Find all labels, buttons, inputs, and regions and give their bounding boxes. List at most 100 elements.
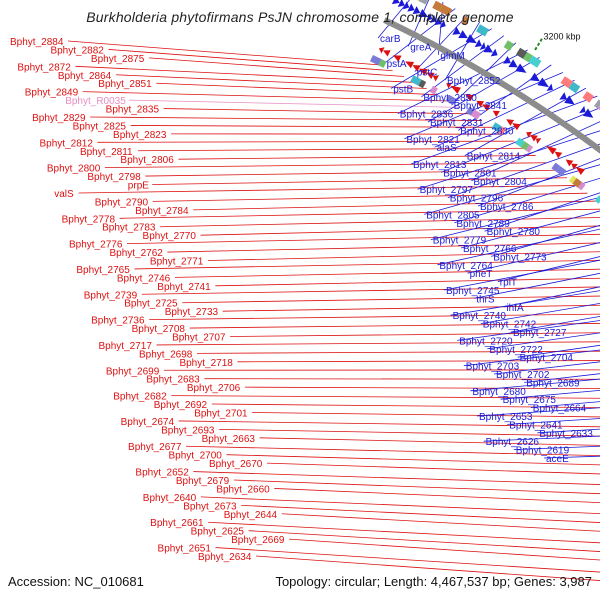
left-label-connector <box>244 386 600 390</box>
genome-backbone <box>383 17 600 154</box>
right-label-connector <box>510 315 600 333</box>
left-gene-label: Bphyt_2849 <box>25 88 79 99</box>
left-gene-label: Bphyt_2864 <box>58 71 112 82</box>
left-gene-label: Bphyt_2812 <box>40 138 94 149</box>
left-label-connector <box>200 496 600 515</box>
right-gene-label: Bphyt_2626 <box>486 437 540 448</box>
reverse-cog-block <box>572 178 583 188</box>
left-label-connector <box>156 341 600 346</box>
left-gene-label: Bphyt_2851 <box>98 79 152 90</box>
reverse-cds-arrow <box>412 65 421 72</box>
right-gene-label: Bphyt_2703 <box>466 362 520 373</box>
kbp-tick-label: 3200 kbp <box>544 31 581 41</box>
reverse-cds-arrow <box>535 138 542 144</box>
right-gene-label: Bphyt_2836 <box>400 110 454 121</box>
right-gene-label: Bphyt_2619 <box>516 446 570 457</box>
forward-cds-arrow <box>430 15 437 24</box>
forward-cog-block <box>565 79 574 89</box>
right-gene-label: carB <box>380 34 401 45</box>
forward-cog-block <box>597 105 600 111</box>
right-gene-label: Bphyt_2841 <box>454 101 508 112</box>
reverse-cog-block <box>470 109 482 120</box>
forward-cog-block <box>460 15 470 26</box>
right-label-connector <box>417 130 600 190</box>
left-label-connector <box>222 304 600 312</box>
reverse-cog-block <box>445 94 457 106</box>
forward-cds-arrow <box>529 72 540 82</box>
forward-cog-block <box>515 47 528 59</box>
left-label-connector <box>160 217 600 228</box>
forward-cog-block <box>528 55 542 68</box>
right-label-connector <box>454 177 600 224</box>
reverse-cog-block <box>378 59 387 68</box>
right-label-connector <box>500 389 600 400</box>
left-label-connector <box>148 57 405 77</box>
left-gene-label: Bphyt_2825 <box>73 121 127 132</box>
right-label-connector <box>407 0 430 47</box>
right-label-connector <box>484 192 600 232</box>
reverse-cog-block <box>498 126 506 135</box>
left-label-connector <box>255 555 600 581</box>
right-gene-label: Bphyt_2796 <box>450 194 504 205</box>
reverse-cds-arrow <box>426 72 435 80</box>
reverse-cog-block <box>418 79 427 89</box>
forward-cds-arrow <box>474 39 482 48</box>
left-label-connector <box>248 530 600 552</box>
forward-cds-arrow <box>426 12 433 21</box>
reverse-cog-block <box>429 85 438 95</box>
left-gene-label: Bphyt_2811 <box>80 147 133 158</box>
right-label-connector <box>377 0 410 39</box>
forward-cds-arrow <box>490 48 498 57</box>
right-gene-label: Bphyt_2814 <box>467 152 521 163</box>
reverse-cds-arrow <box>476 100 485 108</box>
left-label-connector <box>178 420 600 428</box>
left-gene-label: Bphyt_2800 <box>47 164 101 175</box>
forward-cog-block <box>439 4 453 17</box>
right-gene-label: Bphyt_2745 <box>446 286 500 297</box>
reverse-cds-arrow <box>432 75 439 82</box>
right-gene-label: Bphyt_2813 <box>413 160 467 171</box>
left-gene-label: Bphyt_2829 <box>32 113 86 124</box>
left-gene-label: Bphyt_2679 <box>176 476 230 487</box>
reverse-cog-block <box>369 54 382 66</box>
right-label-connector <box>483 435 600 442</box>
right-label-connector <box>524 373 600 383</box>
reverse-cog-block <box>410 75 422 86</box>
reverse-cog-block <box>491 122 502 133</box>
forward-cds-arrow <box>397 0 405 7</box>
left-gene-label: Bphyt_2693 <box>161 425 215 436</box>
left-label-connector <box>281 513 600 532</box>
left-gene-label: Bphyt_2699 <box>106 366 160 377</box>
forward-cds-arrow <box>559 92 567 100</box>
left-gene-label: Bphyt_2677 <box>128 442 182 453</box>
right-label-connector <box>493 361 600 375</box>
right-label-connector <box>414 14 468 72</box>
forward-cds-arrow <box>508 59 518 68</box>
forward-cog-block <box>593 99 600 109</box>
reverse-cds-arrow <box>575 166 585 175</box>
left-label-connector <box>237 360 600 363</box>
right-gene-label: Bphyt_2764 <box>439 261 493 272</box>
reverse-cds-arrow <box>393 55 402 62</box>
reverse-cds-arrow <box>492 110 500 117</box>
left-gene-label: Bphyt_2706 <box>187 383 241 394</box>
right-label-connector <box>447 143 600 198</box>
right-gene-label: Bphyt_2797 <box>420 185 474 196</box>
right-gene-label: Bphyt_2702 <box>496 370 550 381</box>
forward-cds-arrow <box>465 34 477 44</box>
right-label-connector <box>463 349 600 366</box>
right-gene-label: Bphyt_2804 <box>473 177 527 188</box>
left-gene-label: Bphyt_2652 <box>135 468 189 479</box>
left-gene-label: Bphyt_2673 <box>183 501 237 512</box>
left-gene-label: Bphyt_2718 <box>179 358 233 369</box>
right-gene-label: Bphyt_2766 <box>463 244 517 255</box>
left-label-connector <box>252 412 600 418</box>
right-label-connector <box>507 418 600 425</box>
reverse-cds-arrow <box>450 85 461 94</box>
right-label-connector <box>480 302 600 324</box>
reverse-cds-arrow <box>378 47 385 54</box>
left-label-connector <box>152 177 567 185</box>
right-label-connector <box>430 196 600 240</box>
left-label-connector <box>215 547 600 573</box>
right-gene-label: Bphyt_2805 <box>426 210 480 221</box>
